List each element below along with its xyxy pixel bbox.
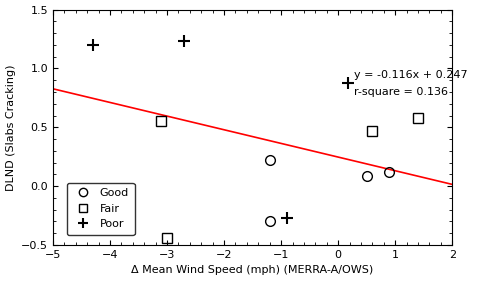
Y-axis label: DLND (Slabs Cracking): DLND (Slabs Cracking) (6, 64, 15, 191)
Text: y = -0.116x + 0.247: y = -0.116x + 0.247 (354, 70, 468, 80)
X-axis label: Δ Mean Wind Speed (mph) (MERRA-A/OWS): Δ Mean Wind Speed (mph) (MERRA-A/OWS) (132, 266, 374, 275)
Legend: Good, Fair, Poor: Good, Fair, Poor (67, 183, 135, 235)
Text: r-square = 0.136: r-square = 0.136 (354, 87, 448, 97)
